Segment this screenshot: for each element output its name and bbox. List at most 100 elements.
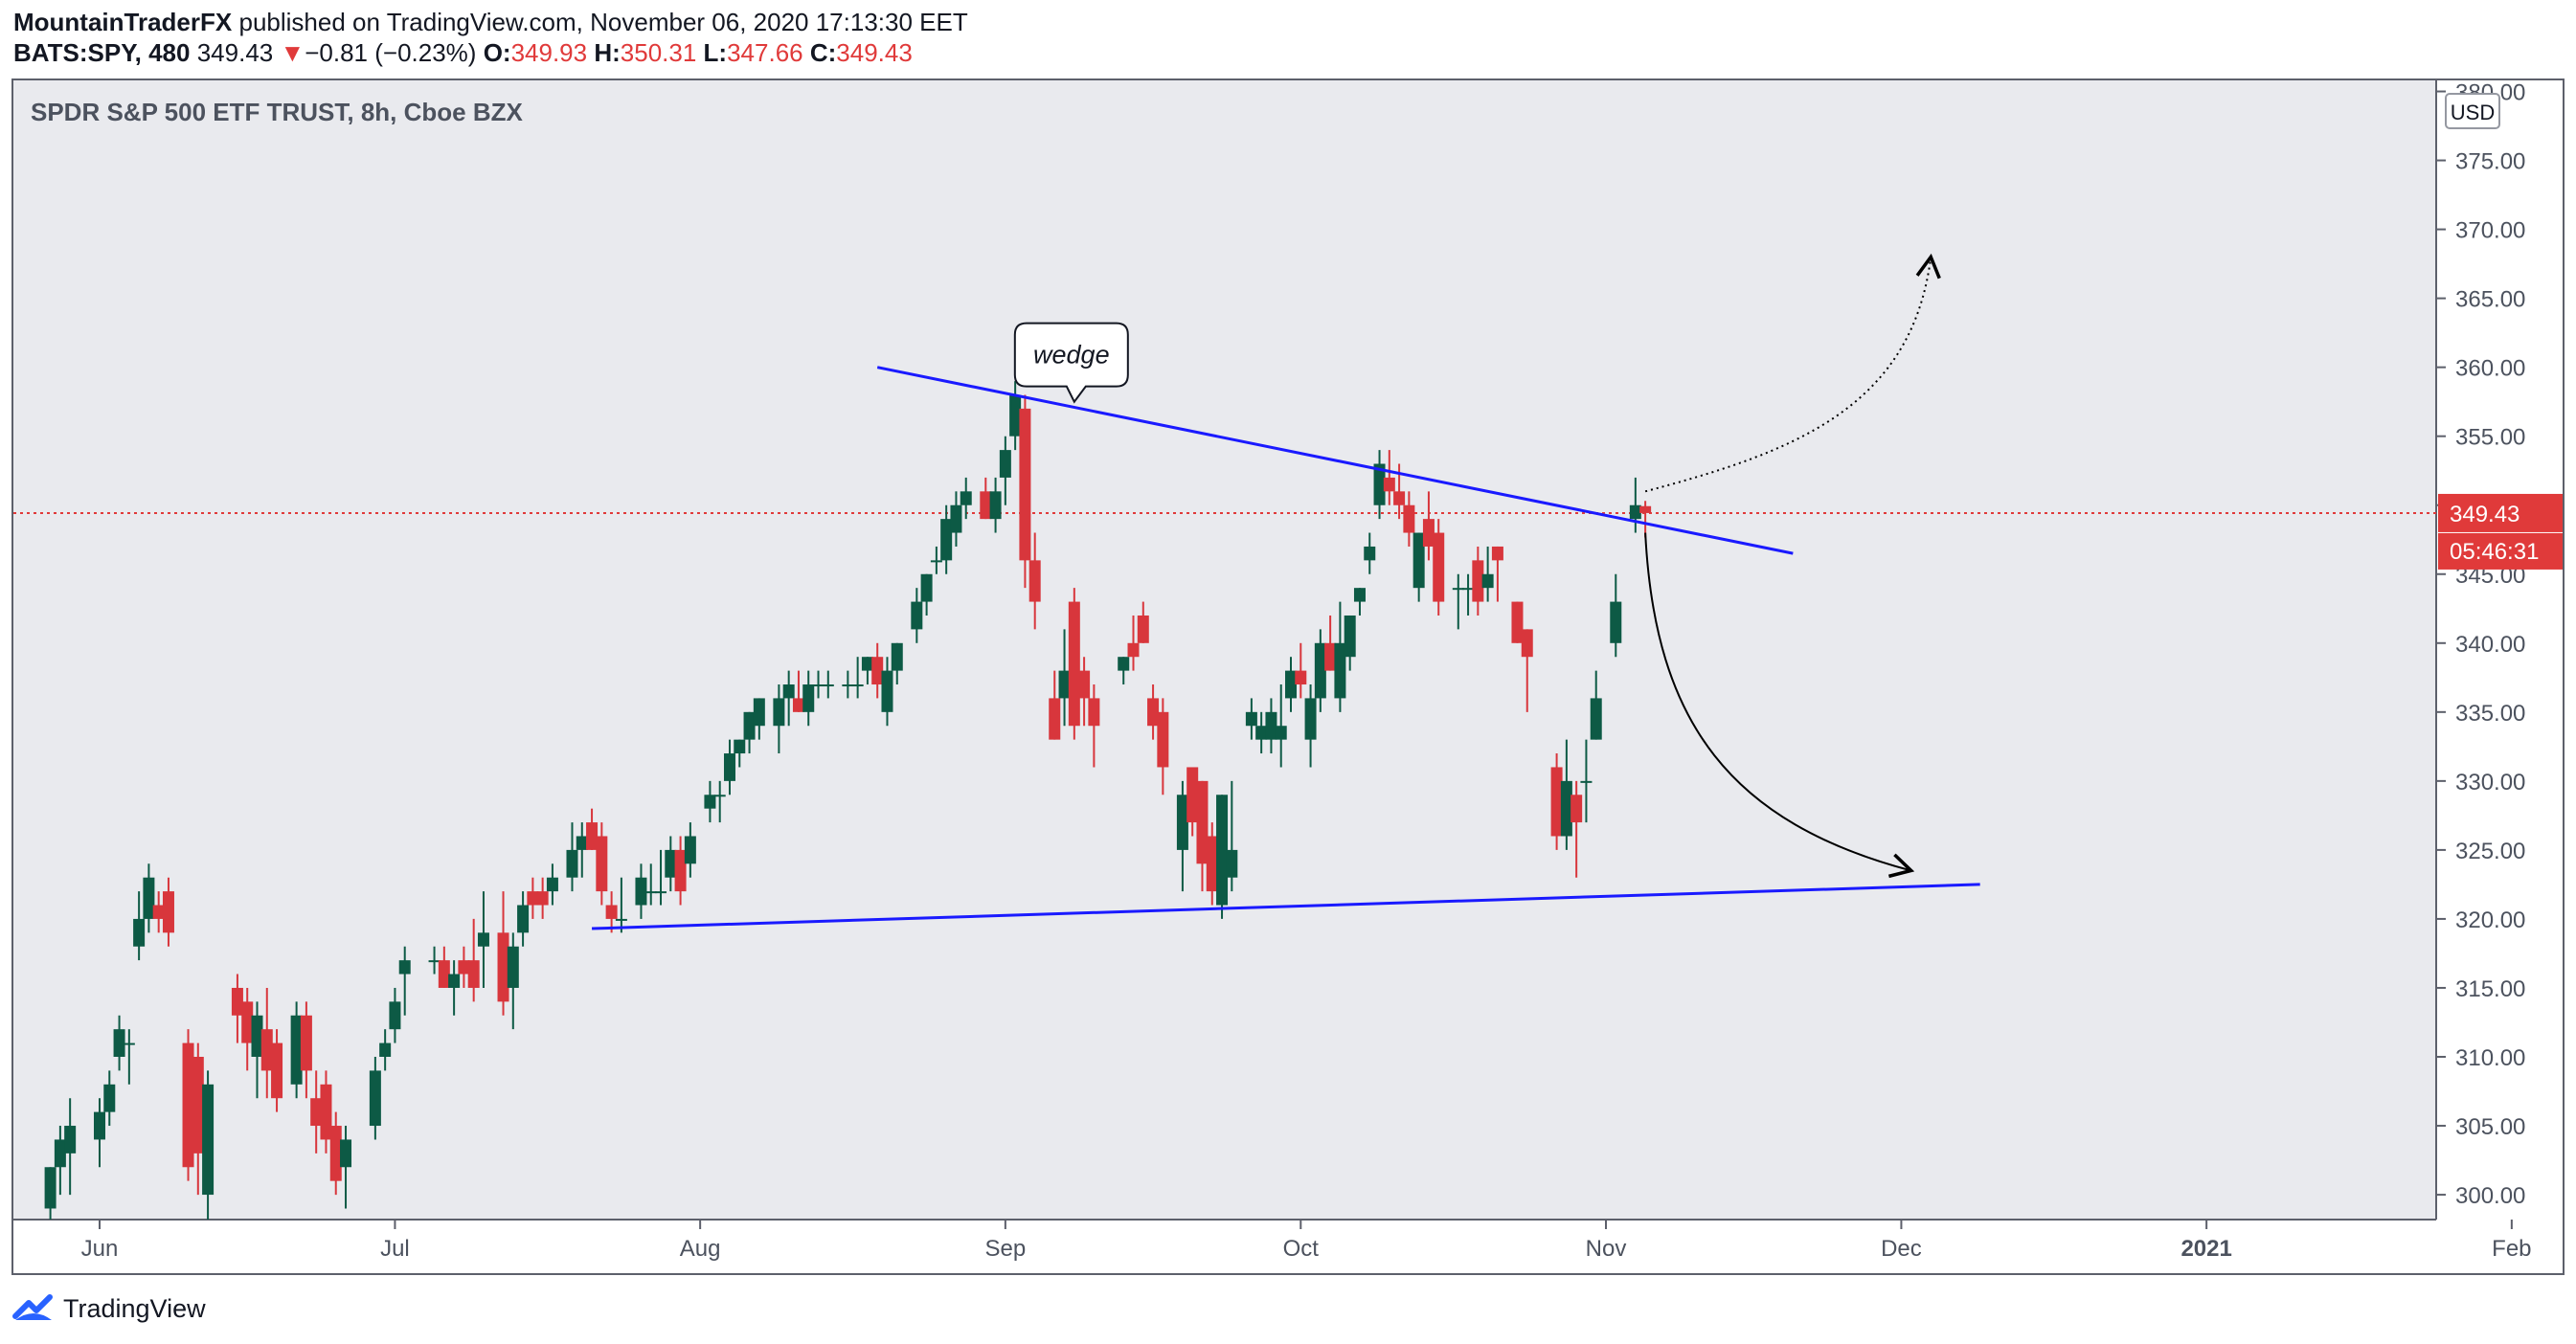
candle-body[interactable] xyxy=(1610,601,1622,643)
candle-body[interactable] xyxy=(792,698,804,712)
candle-body[interactable] xyxy=(723,753,735,781)
candle-body[interactable] xyxy=(1226,849,1238,878)
candle-body[interactable] xyxy=(586,822,599,850)
candle-body[interactable] xyxy=(1245,711,1257,727)
candle-body[interactable] xyxy=(448,974,461,988)
candle-body[interactable] xyxy=(930,560,942,563)
candle-body[interactable] xyxy=(920,573,933,602)
candle-body[interactable] xyxy=(1491,546,1503,561)
candle-body[interactable] xyxy=(340,1139,352,1168)
candle-body[interactable] xyxy=(576,836,588,850)
candle-body[interactable] xyxy=(467,960,480,988)
candle-body[interactable] xyxy=(54,1139,66,1168)
candle-body[interactable] xyxy=(123,1042,135,1045)
candle-body[interactable] xyxy=(1580,780,1593,783)
chart-frame[interactable]: 300.00 305.00 310.00 315.00 320.00 325.00 330.… xyxy=(11,78,2565,1275)
candle-body[interactable] xyxy=(1590,698,1602,740)
candle-body[interactable] xyxy=(861,657,873,671)
candle-body[interactable] xyxy=(231,987,243,1016)
candle-body[interactable] xyxy=(1412,532,1425,589)
candle-body[interactable] xyxy=(1295,670,1307,685)
candle-body[interactable] xyxy=(458,960,470,974)
candle-body[interactable] xyxy=(1383,477,1395,492)
candle-body[interactable] xyxy=(1078,670,1091,699)
candle-body[interactable] xyxy=(989,491,1002,520)
candle-body[interactable] xyxy=(950,504,962,533)
candle-body[interactable] xyxy=(1118,657,1130,671)
candle-body[interactable] xyxy=(44,1167,56,1209)
candle-body[interactable] xyxy=(615,918,627,921)
candle-body[interactable] xyxy=(1433,532,1445,602)
price-chart[interactable]: 300.00 305.00 310.00 315.00 320.00 325.00 330.… xyxy=(13,80,2563,1273)
candle-body[interactable] xyxy=(635,877,647,906)
candle-body[interactable] xyxy=(655,891,667,894)
candle-body[interactable] xyxy=(812,684,825,687)
candle-body[interactable] xyxy=(802,684,815,712)
candle-body[interactable] xyxy=(1373,463,1386,505)
bearish-projection-arrow[interactable] xyxy=(1644,532,1915,879)
candle-body[interactable] xyxy=(379,1042,392,1057)
candle-body[interactable] xyxy=(1186,767,1199,823)
candle-body[interactable] xyxy=(1521,629,1533,658)
candle-body[interactable] xyxy=(536,891,549,906)
candle-body[interactable] xyxy=(1019,408,1031,561)
candle-body[interactable] xyxy=(1462,588,1475,591)
candle-body[interactable] xyxy=(143,877,155,919)
candle-body[interactable] xyxy=(1353,588,1366,602)
candle-body[interactable] xyxy=(704,795,716,809)
candle-body[interactable] xyxy=(300,1015,312,1071)
candle-body[interactable] xyxy=(605,905,618,919)
candle-body[interactable] xyxy=(1216,795,1229,906)
candle-body[interactable] xyxy=(566,849,578,878)
candle-body[interactable] xyxy=(1137,615,1149,643)
candle-body[interactable] xyxy=(1550,767,1563,837)
candle-body[interactable] xyxy=(1147,698,1160,727)
candle-body[interactable] xyxy=(389,1001,401,1030)
candle-body[interactable] xyxy=(1403,504,1415,533)
candle-body[interactable] xyxy=(960,491,972,505)
candle-body[interactable] xyxy=(1639,505,1652,513)
candle-body[interactable] xyxy=(753,698,765,727)
candle-body[interactable] xyxy=(1157,711,1169,768)
candle-body[interactable] xyxy=(881,670,893,712)
candle-body[interactable] xyxy=(1334,642,1346,699)
candle-body[interactable] xyxy=(999,450,1011,478)
trendline-upper[interactable] xyxy=(876,366,1794,555)
candle-body[interactable] xyxy=(1472,560,1484,602)
candle-body[interactable] xyxy=(241,1001,254,1043)
candle-body[interactable] xyxy=(674,849,687,892)
candle-body[interactable] xyxy=(428,960,441,963)
candle-body[interactable] xyxy=(477,932,489,947)
candle-body[interactable] xyxy=(782,684,795,699)
wedge-callout[interactable] xyxy=(1013,322,1129,404)
candle-body[interactable] xyxy=(202,1084,215,1196)
candle-body[interactable] xyxy=(734,739,746,754)
candle-body[interactable] xyxy=(980,491,992,520)
candle-body[interactable] xyxy=(1176,795,1188,850)
candle-body[interactable] xyxy=(891,642,903,671)
candle-body[interactable] xyxy=(851,684,864,687)
candle-body[interactable] xyxy=(1481,573,1494,589)
candle-body[interactable] xyxy=(911,601,923,630)
candle-body[interactable] xyxy=(665,849,677,878)
candle-body[interactable] xyxy=(1058,670,1071,699)
candle-body[interactable] xyxy=(310,1098,323,1127)
candle-body[interactable] xyxy=(64,1126,77,1154)
candle-body[interactable] xyxy=(1196,780,1209,864)
candle-body[interactable] xyxy=(1265,711,1277,740)
candle-body[interactable] xyxy=(1088,698,1100,727)
trendline-lower[interactable] xyxy=(592,883,1980,930)
candle-body[interactable] xyxy=(507,946,519,988)
candle-body[interactable] xyxy=(527,891,539,906)
candle-body[interactable] xyxy=(1127,642,1140,658)
candle-body[interactable] xyxy=(260,1029,273,1071)
candle-body[interactable] xyxy=(329,1126,342,1181)
candle-body[interactable] xyxy=(192,1057,204,1154)
candle-body[interactable] xyxy=(369,1070,381,1127)
candle-body[interactable] xyxy=(103,1084,116,1112)
candle-body[interactable] xyxy=(182,1042,194,1168)
candle-body[interactable] xyxy=(1206,836,1218,892)
candle-body[interactable] xyxy=(1049,698,1061,740)
candle-body[interactable] xyxy=(1511,601,1524,643)
candle-body[interactable] xyxy=(1314,642,1326,699)
